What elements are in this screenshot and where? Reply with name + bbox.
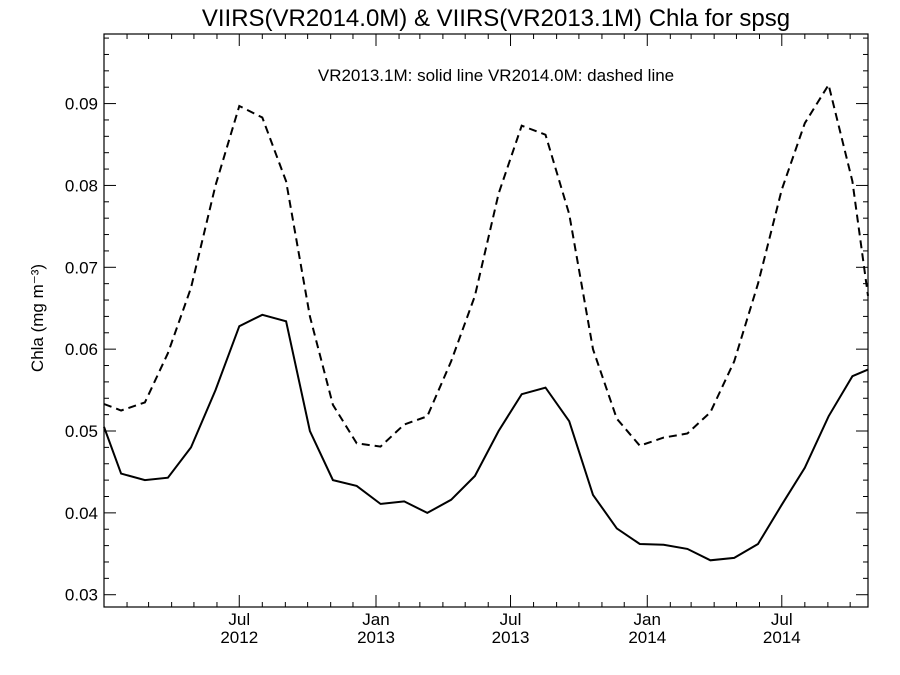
plot-frame: [103, 33, 869, 608]
x-tick-label-year: 2013: [492, 628, 530, 647]
x-tick-label-month: Jan: [362, 610, 389, 629]
x-tick-label-year: 2012: [220, 628, 258, 647]
y-axis-label: Chla (mg m⁻³): [28, 264, 47, 372]
y-tick-label: 0.06: [65, 340, 98, 359]
line-style-note: VR2013.1M: solid line VR2014.0M: dashed …: [318, 66, 674, 85]
series-line-vr2013-1m: [103, 313, 869, 562]
x-tick-label-month: Jan: [634, 610, 661, 629]
x-tick-label-year: 2014: [763, 628, 801, 647]
y-tick-label: 0.09: [65, 95, 98, 114]
y-tick-label: 0.03: [65, 586, 98, 605]
axis-ticks: [104, 34, 868, 607]
y-tick-label: 0.04: [65, 504, 98, 523]
y-tick-label: 0.07: [65, 258, 98, 277]
x-tick-label-month: Jul: [228, 610, 250, 629]
x-tick-label-year: 2013: [357, 628, 395, 647]
series-line-vr2014-0m: [103, 82, 869, 448]
y-tick-label: 0.08: [65, 176, 98, 195]
y-tick-label: 0.05: [65, 422, 98, 441]
data-series: [103, 82, 869, 562]
tick-labels: 0.030.040.050.060.070.080.09Jul2012Jan20…: [65, 95, 801, 647]
x-tick-label-year: 2014: [628, 628, 666, 647]
x-tick-label-month: Jul: [500, 610, 522, 629]
chart-title: VIIRS(VR2014.0M) & VIIRS(VR2013.1M) Chla…: [202, 5, 790, 32]
x-tick-label-month: Jul: [771, 610, 793, 629]
